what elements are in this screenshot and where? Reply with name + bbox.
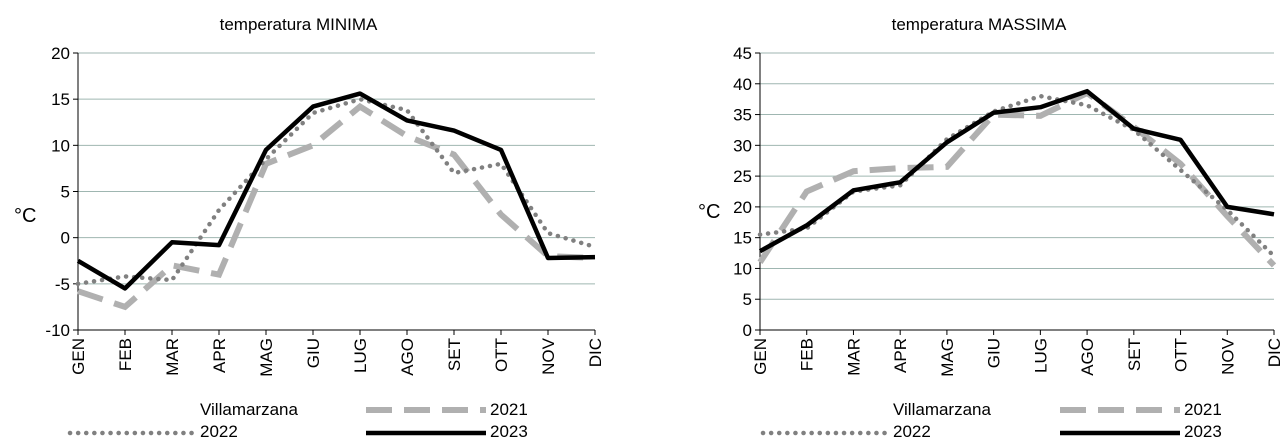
x-tick-label: APR <box>891 338 910 373</box>
y-axis-label: °C <box>698 201 720 223</box>
x-tick-label: FEB <box>116 338 135 371</box>
y-tick-label: 20 <box>51 44 70 63</box>
y-tick-label: 35 <box>733 106 752 125</box>
y-tick-label: 30 <box>733 136 752 155</box>
legend-label-2022: 2022 <box>893 422 931 441</box>
chart-temperatura-minima: -10 -5 0 5 10 15 20 GEN FEB MAR APR MAG GIU LUG AGO SET… <box>14 15 605 441</box>
series-line-2021 <box>757 89 1277 268</box>
x-tick-label: LUG <box>1031 338 1050 373</box>
y-axis-label: °C <box>14 205 36 227</box>
x-tick-label: GIU <box>985 338 1004 368</box>
legend-label-2022: 2022 <box>200 422 238 441</box>
y-tick-label: 10 <box>733 259 752 278</box>
y-tick-label: 45 <box>733 44 752 63</box>
series-line-2023 <box>758 88 1275 254</box>
y-tick-label: 15 <box>51 90 70 109</box>
y-tick-label: 0 <box>743 321 752 340</box>
x-tick-label: MAR <box>844 338 863 376</box>
x-tick-label: GEN <box>751 338 770 375</box>
y-tick-label: 10 <box>51 136 70 155</box>
y-tick-label: 0 <box>61 229 70 248</box>
x-tick-label: OTT <box>1172 338 1191 372</box>
x-tick-label: FEB <box>798 338 817 371</box>
x-tick-label: GEN <box>69 338 88 375</box>
legend-label-2023: 2023 <box>1184 422 1222 441</box>
x-tick-label: AGO <box>398 338 417 376</box>
y-tick-label: 25 <box>733 167 752 186</box>
x-tick-label: MAG <box>938 338 957 377</box>
x-tick-label: DIC <box>586 338 605 367</box>
x-tick-label: MAG <box>257 338 276 377</box>
series-line-2021 <box>77 102 596 311</box>
legend-label-2021: 2021 <box>1184 400 1222 419</box>
x-tick-label: SET <box>445 338 464 371</box>
x-tick-label: APR <box>210 338 229 373</box>
legend-title: Villamarzana <box>893 400 992 419</box>
series-line-2023 <box>76 91 596 291</box>
x-tick-label: GIU <box>304 338 323 368</box>
chart-temperatura-massima: 0 5 10 15 20 25 30 35 40 45 GEN FEB MAR APR MAG GIU LUG A… <box>698 15 1282 441</box>
y-tick-label: 20 <box>733 198 752 217</box>
legend-label-2021: 2021 <box>490 400 528 419</box>
x-tick-label: MAR <box>163 338 182 376</box>
chart-title: temperatura MASSIMA <box>892 15 1067 34</box>
x-tick-label: NOV <box>1218 337 1237 375</box>
y-tick-label: 15 <box>733 229 752 248</box>
y-tick-label: -5 <box>55 275 70 294</box>
series-line-2022 <box>75 96 598 287</box>
x-tick-label: LUG <box>351 338 370 373</box>
y-tick-label: 5 <box>743 290 752 309</box>
legend-title: Villamarzana <box>200 400 299 419</box>
x-tick-label: DIC <box>1265 338 1282 367</box>
x-tick-label: NOV <box>539 337 558 375</box>
x-tick-label: OTT <box>492 338 511 372</box>
x-tick-label: SET <box>1125 338 1144 371</box>
y-tick-label: -10 <box>45 321 70 340</box>
legend-label-2023: 2023 <box>490 422 528 441</box>
y-tick-label: 5 <box>61 183 70 202</box>
y-tick-label: 40 <box>733 75 752 94</box>
chart-title: temperatura MINIMA <box>220 15 378 34</box>
x-tick-label: AGO <box>1078 338 1097 376</box>
